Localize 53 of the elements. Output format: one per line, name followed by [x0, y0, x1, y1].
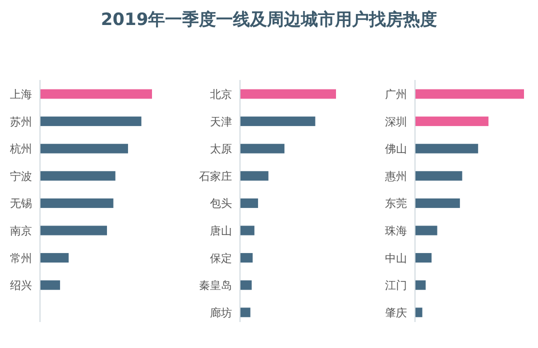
bar	[240, 89, 336, 99]
bar	[240, 253, 253, 263]
y-tick-label: 杭州	[9, 142, 32, 156]
y-tick-label: 无锡	[10, 197, 32, 210]
bar	[40, 144, 128, 154]
y-tick-label: 惠州	[384, 170, 407, 183]
bar	[40, 116, 142, 126]
bar	[40, 226, 107, 236]
y-tick-label: 常州	[10, 252, 32, 265]
y-tick-label: 广州	[385, 88, 407, 101]
bar	[415, 308, 422, 318]
y-tick-label: 上海	[10, 88, 32, 101]
bar	[240, 226, 254, 236]
bar	[40, 198, 114, 208]
y-tick-label: 江门	[385, 279, 407, 292]
y-tick-label: 深圳	[385, 115, 407, 128]
bar	[40, 171, 116, 181]
bar	[240, 116, 316, 126]
y-tick-label: 石家庄	[199, 170, 232, 183]
bar	[40, 253, 69, 263]
y-tick-label: 天津	[210, 115, 232, 128]
bar	[415, 226, 438, 236]
y-tick-label: 北京	[210, 88, 232, 101]
bar	[415, 253, 432, 263]
y-tick-label: 宁波	[10, 170, 32, 183]
bar	[240, 280, 252, 290]
y-tick-label: 廊坊	[210, 306, 232, 320]
y-tick-label: 肇庆	[385, 306, 407, 320]
text: 2019年一季度一线及周边城市用户找房热度	[100, 10, 438, 30]
bar	[415, 89, 524, 99]
bar	[40, 280, 60, 290]
y-tick-label: 苏州	[10, 115, 32, 128]
bar	[415, 116, 488, 126]
bar	[415, 280, 426, 290]
bar	[240, 198, 258, 208]
bar	[40, 89, 152, 99]
y-tick-label: 包头	[210, 197, 232, 210]
bar	[240, 308, 250, 318]
y-tick-label: 南京	[10, 224, 32, 238]
y-tick-label: 绍兴	[10, 279, 32, 292]
y-tick-label: 秦皇岛	[199, 279, 232, 292]
bar	[240, 144, 284, 154]
bar	[240, 171, 268, 181]
y-tick-label: 唐山	[210, 224, 232, 238]
y-tick-label: 太原	[210, 142, 232, 156]
y-tick-label: 珠海	[385, 224, 407, 238]
y-tick-label: 保定	[210, 252, 232, 265]
bar	[415, 171, 462, 181]
bar	[415, 144, 478, 154]
y-tick-label: 中山	[385, 252, 407, 265]
y-tick-label: 佛山	[385, 142, 407, 156]
bar	[415, 198, 460, 208]
y-tick-label: 东莞	[385, 197, 407, 210]
